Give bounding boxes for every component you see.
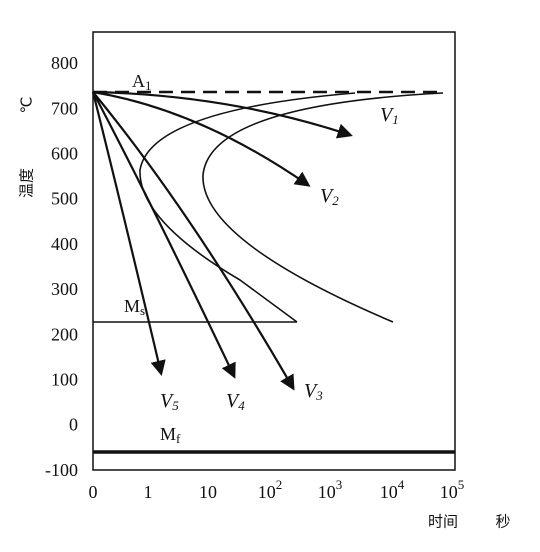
x-unit: 秒 (495, 513, 510, 531)
x-tick-label: 102 (258, 477, 283, 502)
cooling-curve (92, 90, 311, 187)
x-tick-label: 1 (144, 482, 153, 502)
finish-curve (202, 92, 444, 323)
cooling-curve (91, 91, 166, 376)
x-tick-label: 103 (318, 477, 343, 502)
y-tick-label: 200 (51, 324, 78, 344)
y-tick-label: 300 (51, 279, 78, 299)
y-tick-label: 400 (51, 234, 78, 254)
y-tick-label: 600 (51, 144, 78, 164)
x-tick-label: 10 (199, 482, 217, 502)
cooling-curve (92, 91, 236, 379)
cooling-curve (92, 91, 295, 391)
x-tick-label: 104 (380, 477, 405, 502)
mf-label: Mf (160, 424, 181, 446)
y-tick-label: 700 (51, 98, 78, 118)
y-tick-label: -100 (45, 460, 78, 480)
y-unit: ℃ (18, 97, 36, 114)
x-label: 时间 (428, 513, 458, 531)
frame (92, 31, 456, 471)
ms-label: Ms (124, 296, 145, 318)
curve-label: V2 (320, 185, 339, 208)
start-curve (139, 92, 356, 323)
y-tick-label: 800 (51, 53, 78, 73)
curve-label: V4 (226, 390, 245, 413)
y-tick-label: 500 (51, 189, 78, 209)
curve-label: V3 (304, 380, 323, 403)
x-tick-label: 0 (89, 482, 98, 502)
y-tick-label: 0 (69, 415, 78, 435)
y-label: 温度 (18, 168, 36, 198)
a1-label: A1 (132, 71, 152, 93)
curve-label: V5 (160, 390, 179, 413)
cooling-curve (92, 90, 353, 139)
y-tick-label: 100 (51, 370, 78, 390)
curve-label: V1 (380, 104, 399, 127)
x-tick-label: 105 (440, 477, 465, 502)
